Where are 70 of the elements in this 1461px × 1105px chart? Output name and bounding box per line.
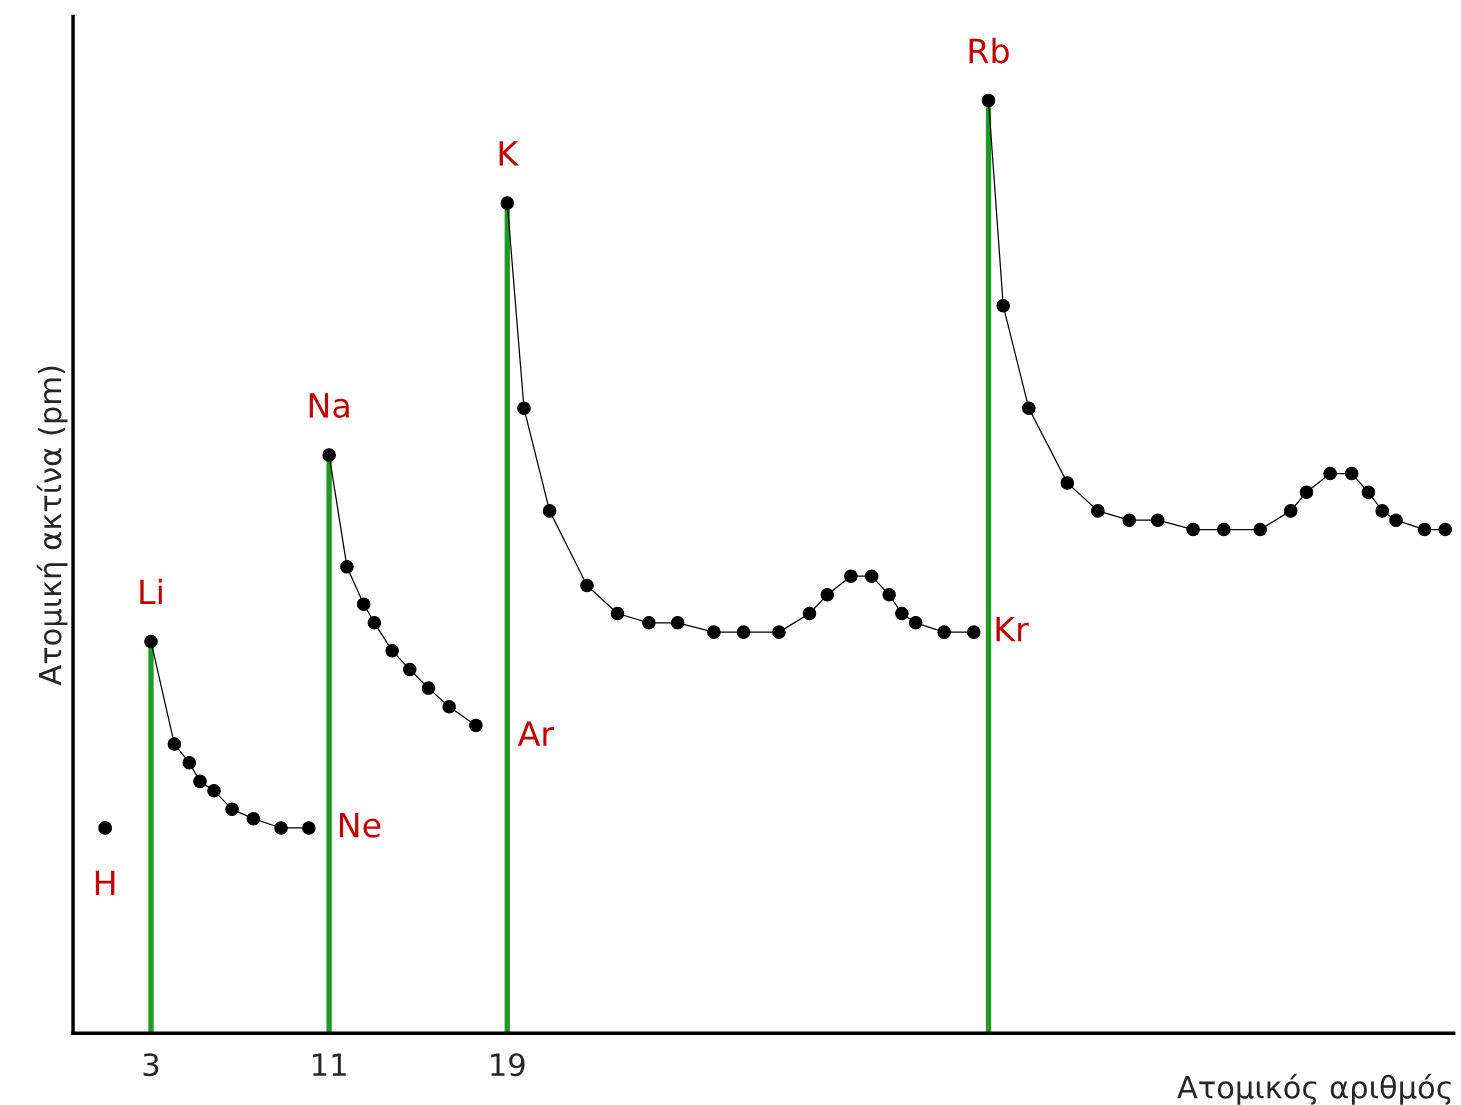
point [1361,485,1376,499]
point [246,811,261,826]
annotation: K [499,141,519,166]
point [820,588,835,602]
point [421,681,436,695]
x-tick-label: 19 [491,1053,525,1077]
annotation: Li [140,578,162,604]
point [1417,522,1432,537]
point [274,821,288,835]
point [340,560,354,574]
point [610,606,625,621]
point [908,616,923,630]
point [182,755,197,770]
point [367,616,382,630]
point [772,625,786,639]
point [670,616,685,630]
point [1283,504,1298,518]
point [542,504,557,518]
annotation: H [95,870,115,895]
point [144,634,158,649]
point [1122,513,1137,527]
point [402,662,417,677]
point [1186,522,1200,537]
point [1344,466,1359,481]
x-tick-label: 11 [313,1053,346,1076]
point [642,616,656,630]
point [1150,513,1165,527]
point [356,597,371,611]
point [302,821,316,835]
annotation: Rb [969,37,1009,64]
point [167,737,182,751]
point [1022,401,1036,416]
point [1253,522,1267,537]
point [707,625,721,639]
point [1438,522,1453,537]
point [500,196,515,210]
x-axis-title: Ατομικός αριθμός [1177,1073,1451,1105]
annotation: Ne [339,812,381,838]
point [1299,485,1314,499]
point [895,606,909,621]
point [193,774,207,789]
point [864,569,879,583]
point [1060,476,1075,490]
point [844,569,858,583]
point [1091,504,1105,518]
point [981,93,996,108]
annotation: Na [309,393,349,418]
point [1323,466,1337,481]
x-tick-label: 3 [143,1053,159,1077]
annotation: Kr [996,617,1029,642]
point [580,578,594,593]
point [1389,513,1403,527]
point [1217,522,1231,537]
point [98,821,113,835]
point [996,298,1010,313]
point [882,588,896,602]
point [207,783,221,798]
point [442,699,456,714]
point [322,448,336,462]
point [517,401,531,416]
point [937,625,951,639]
point [385,644,399,658]
point [469,718,483,733]
point [802,606,817,621]
point [225,802,239,817]
point [967,625,981,639]
annotation: Ar [517,721,555,746]
y-axis-title: Ατομική ακτίνα (pm) [36,366,68,686]
point [1375,504,1389,518]
point [736,625,751,639]
